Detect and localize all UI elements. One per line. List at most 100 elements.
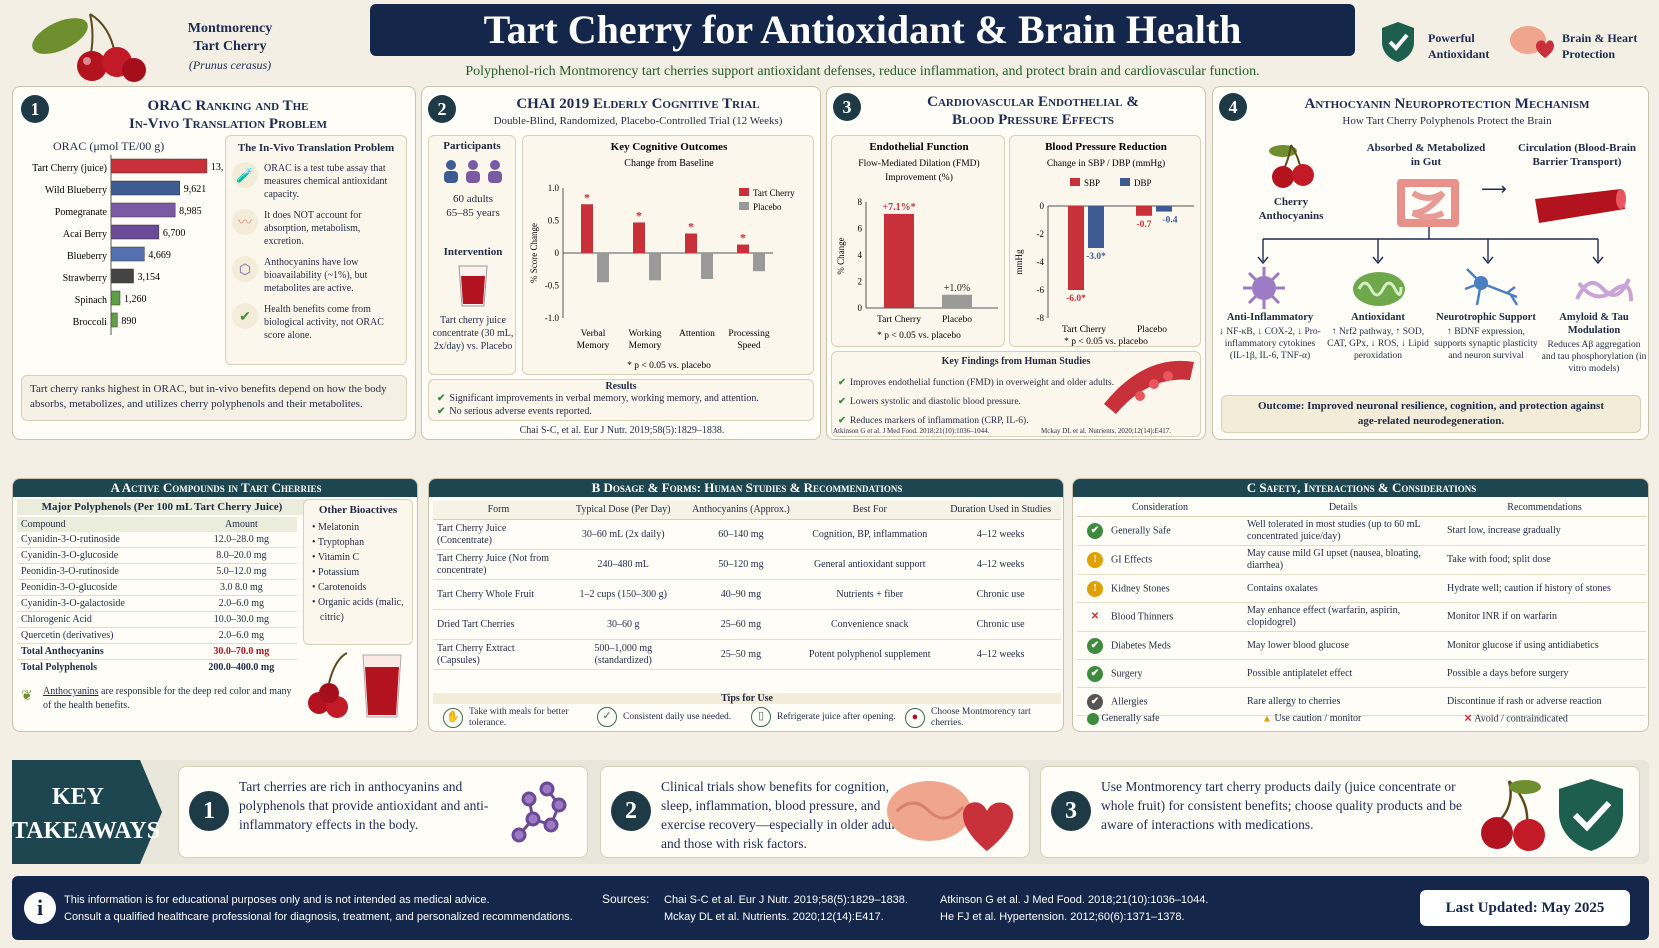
- finding-text: Reduces markers of inflammation (CRP, IL…: [849, 416, 1029, 426]
- cherry-juice-icon: [305, 649, 411, 722]
- safety-details: Possible antiplatelet effect: [1247, 667, 1353, 679]
- orac-value-label: 13,427: [211, 162, 223, 173]
- bp-legend-swatch: [1070, 178, 1080, 186]
- bp-y-tick: -2: [1037, 229, 1045, 239]
- dosage-cell: Tart Cherry Whole Fruit: [437, 588, 535, 600]
- juice-glass-icon: [455, 264, 491, 311]
- panel1-number: 1: [21, 95, 49, 123]
- dosage-cell: Dried Tart Cherries: [437, 618, 515, 630]
- compound-amount: 5.0–12.0 mg: [216, 566, 267, 577]
- panel2-title: CHAI 2019 Elderly Cognitive Trial: [516, 96, 760, 112]
- safety-consideration: ✔ Allergies: [1077, 688, 1243, 716]
- orac-category-label: Tart Cherry (juice): [32, 163, 107, 174]
- cog-category-label: Memory: [577, 341, 610, 351]
- dosage-cell: Cognition, BP, inflammation: [812, 528, 928, 540]
- dosage-cell: Convenience snack: [831, 618, 909, 630]
- safety-consideration: ! Kidney Stones: [1077, 575, 1243, 603]
- section-a-title: A Active Compounds in Tart Cherries: [13, 479, 417, 497]
- fmd-y-tick: 0: [858, 303, 863, 313]
- dosage-cell: 4–12 weeks: [976, 528, 1025, 540]
- fmd-y-tick: 6: [858, 224, 863, 234]
- panel2-citation: Chai S-C, et al. Eur J Nutr. 2019;58(5):…: [519, 425, 725, 436]
- molecule-icon: [507, 775, 577, 854]
- cog-y-tick: 0: [555, 248, 560, 258]
- compound-amount: 2.0–6.0 mg: [218, 630, 264, 641]
- table-row: ! GI Effects May cause mild GI upset (naus…: [1077, 546, 1646, 575]
- tip-text: Take with meals for better tolerance.: [469, 707, 569, 728]
- bp-category-label: Placebo: [1137, 325, 1167, 335]
- bp-bar: [1088, 206, 1104, 248]
- finding-item: ✔ Reduces markers of inflammation (CRP, I…: [838, 412, 1128, 431]
- step-gut: Absorbed & Metabolized in Gut: [1366, 142, 1486, 168]
- tip-item: ● Choose Montmorency tart cherries.: [905, 707, 1055, 729]
- safety-consideration: ✕ Blood Thinners: [1077, 603, 1243, 632]
- panel1-footer-text: Tart cherry ranks highest in ORAC, but i…: [30, 383, 387, 410]
- findings-title: Key Findings from Human Studies: [941, 356, 1091, 367]
- orac-chart: Tart Cherry (juice) 13,427 Wild Blueberry 9…: [32, 155, 223, 335]
- mechanism-effect-text: Reduces Aβ aggregation and tau phosphory…: [1541, 340, 1647, 374]
- orac-category-label: Pomegranate: [55, 207, 108, 218]
- footer-bar: i This information is for educational pu…: [12, 876, 1649, 940]
- dosage-cell: Potent polyphenol supplement: [808, 648, 931, 660]
- dosage-cell: Tart Cherry Extract (Capsules): [437, 642, 515, 666]
- cherry-icon: ●: [905, 708, 925, 728]
- panel1-footer-note: Tart cherry ranks highest in ORAC, but i…: [21, 375, 407, 421]
- takeaway-number: 3: [1051, 791, 1091, 831]
- in-vivo-point-text: It does NOT account for absorption, meta…: [264, 210, 362, 247]
- polyphenol-table-title: Major Polyphenols (Per 100 mL Tart Cherr…: [17, 499, 307, 515]
- bp-legend-label: SBP: [1084, 178, 1100, 188]
- bp-chart: Blood Pressure Reduction Change in SBP / …: [1014, 141, 1194, 346]
- cog-legend-swatch: [739, 188, 749, 196]
- cog-significance-star: *: [636, 208, 642, 222]
- check-icon: ✔: [838, 397, 846, 407]
- cherry-shield-icon: [1469, 775, 1629, 858]
- orac-value-label: 4,669: [148, 250, 171, 261]
- table-row: Tart Cherry Whole Fruit 1–2 cups (150–300…: [433, 580, 1061, 610]
- in-vivo-point: ⬡ Anthocyanins have low bioavailability (…: [232, 256, 402, 295]
- mechanism-effect: Neurotrophic Support ↑ BDNF expression, s…: [1433, 311, 1539, 362]
- compound-amount: 10.0–30.0 mg: [213, 614, 269, 625]
- tip-item: ▯ Refrigerate juice after opening.: [751, 707, 901, 727]
- safe-check-icon: ✔: [1087, 523, 1103, 539]
- source-4: He FJ et al. Hypertension. 2012;60(6):13…: [940, 911, 1185, 923]
- safety-details: May enhance effect (warfarin, aspirin, c…: [1247, 605, 1401, 628]
- other-bioactive-item: • Melatonin: [312, 522, 360, 533]
- endothelial-box: Endothelial Function Flow-Mediated Dilati…: [831, 135, 1005, 347]
- safety-col-header: Details: [1243, 499, 1443, 517]
- results-title: Results: [605, 381, 637, 392]
- fmd-value-label: +7.1%*: [882, 202, 915, 213]
- intervention-title: Intervention: [443, 246, 503, 258]
- safety-consideration: ✔ Generally Safe: [1077, 517, 1243, 546]
- orac-bar: [110, 202, 176, 218]
- panel-orac: 1 ORAC Ranking and The In-Vivo Translati…: [12, 86, 416, 440]
- intervention-text: Tart cherry juice concentrate (30 mL, 2x…: [432, 315, 514, 352]
- compound-name: Chlorogenic Acid: [21, 614, 92, 625]
- col-compound: Compound: [21, 519, 66, 530]
- cog-bar: [685, 233, 697, 253]
- panel-neuroprotection: 4 Anthocyanin Neuroprotection Mechanism …: [1212, 86, 1649, 440]
- results-box: Results ✔ Significant improvements in ver…: [428, 379, 814, 421]
- orac-category-label: Wild Blueberry: [45, 185, 107, 196]
- panel4-number: 4: [1219, 93, 1247, 121]
- cog-bar: [737, 244, 749, 253]
- immune-cell-icon: [1239, 265, 1289, 314]
- fmd-subtitle: Flow-Mediated Dilation (FMD): [858, 158, 979, 169]
- bp-value-label: -0.7: [1136, 220, 1151, 230]
- disclaimer-line1: This information is for educational purp…: [64, 894, 490, 906]
- bp-y-tick: 0: [1040, 201, 1045, 211]
- bp-value-label: -0.4: [1162, 216, 1177, 226]
- dosage-cell: 30–60 mL (2x daily): [581, 528, 665, 540]
- table-row: ✔ Allergies Rare allergy to cherries Discon…: [1077, 688, 1646, 716]
- takeaways-label-line2: TAKEAWAYS: [12, 818, 161, 844]
- safe-check-icon: ✔: [1087, 637, 1103, 654]
- outcome-box: Outcome: Improved neuronal resilience, c…: [1221, 395, 1641, 433]
- orac-bar: [110, 180, 180, 196]
- brand-line2: Tart Cherry: [193, 39, 267, 54]
- bp-title: Blood Pressure Reduction: [1045, 141, 1167, 153]
- dosage-col-header: Duration Used in Studies: [940, 501, 1061, 520]
- total-polyphenols-label: Total Polyphenols: [21, 662, 98, 673]
- bp-subtitle: Change in SBP / DBP (mmHg): [1047, 158, 1165, 169]
- legend-caution-label: Use caution / monitor: [1274, 713, 1362, 725]
- table-row-total-polyphenols: Total Polyphenols 200.0–400.0 mg: [17, 660, 297, 676]
- check-icon: ✔: [437, 406, 446, 417]
